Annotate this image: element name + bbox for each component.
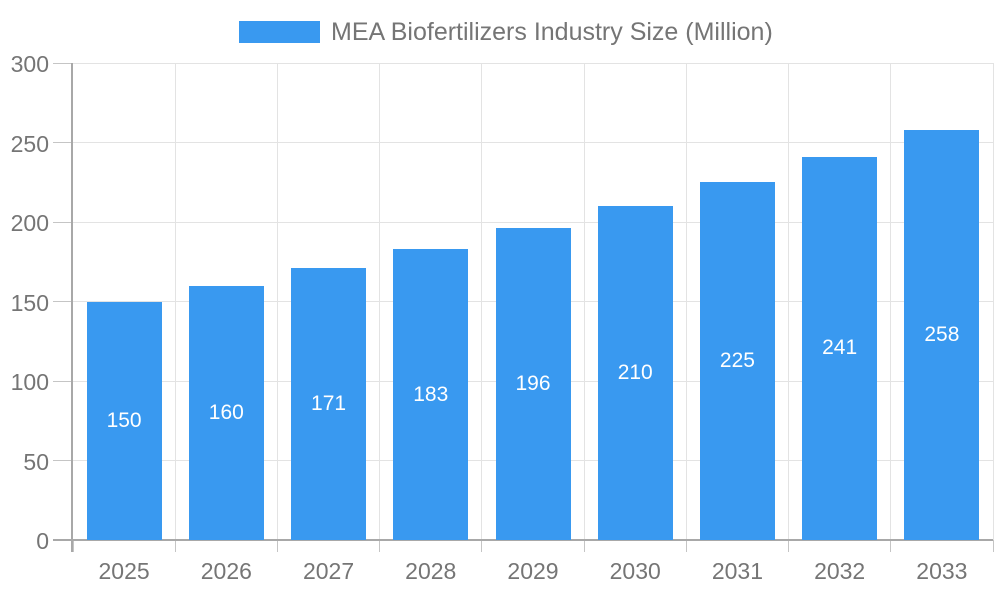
x-axis-tick [379, 540, 381, 552]
y-axis-tick [53, 142, 73, 143]
bar [904, 129, 980, 540]
bar-value-label: 210 [617, 361, 653, 385]
y-axis-tick-label: 100 [10, 369, 49, 395]
bar-value-label: 196 [515, 372, 551, 396]
x-axis-tick [890, 540, 892, 552]
x-axis-label: 2032 [814, 558, 866, 584]
bar-value-label: 160 [208, 400, 244, 424]
gridline-vertical [379, 63, 381, 540]
gridline-horizontal [73, 142, 993, 143]
gridline-vertical [685, 63, 687, 540]
x-axis-label: 2028 [405, 558, 457, 584]
bar [393, 249, 469, 540]
bar [86, 301, 162, 540]
bar-value-label: 225 [719, 349, 755, 373]
bar-value-label: 258 [924, 322, 960, 346]
y-axis-tick-label: 300 [10, 51, 49, 77]
bar [699, 182, 775, 540]
bar [802, 156, 878, 540]
gridline-vertical [481, 63, 483, 540]
y-axis-tick-label: 50 [23, 448, 49, 475]
bar-value-label: 241 [822, 336, 858, 360]
y-axis-tick [53, 460, 73, 461]
gridline-vertical [992, 63, 994, 540]
x-axis-tick [72, 540, 74, 552]
gridline-horizontal [73, 221, 993, 223]
x-axis-tick [276, 540, 278, 552]
gridline-horizontal [73, 62, 993, 64]
y-axis-tick [53, 62, 73, 64]
gridline-vertical [276, 63, 278, 540]
x-axis-line [53, 539, 993, 541]
y-axis-tick [53, 221, 73, 223]
bar-value-label: 183 [413, 382, 449, 406]
y-axis-tick-label: 0 [36, 528, 49, 554]
gridline-vertical [174, 63, 176, 540]
legend[interactable]: MEA Biofertilizers Industry Size (Millio… [239, 19, 773, 45]
y-axis-tick [53, 301, 73, 302]
x-axis-label: 2033 [916, 558, 968, 584]
x-axis-tick [788, 540, 790, 552]
x-axis-tick [481, 540, 483, 552]
bar-value-label: 171 [311, 392, 347, 416]
bar-value-label: 150 [106, 408, 142, 432]
y-axis-tick-label: 150 [10, 289, 49, 316]
x-axis-label: 2031 [711, 558, 764, 584]
x-axis-label: 2027 [302, 558, 355, 584]
y-axis-tick-label: 200 [10, 210, 49, 236]
bar [188, 285, 264, 540]
bar [291, 268, 367, 540]
y-axis-line [71, 63, 73, 552]
gridline-vertical [788, 63, 790, 540]
x-axis-tick [685, 540, 687, 552]
x-axis-label: 2030 [609, 558, 661, 584]
bar [597, 206, 673, 540]
y-axis-tick [53, 380, 73, 382]
x-axis-tick [992, 540, 994, 552]
bar [495, 228, 571, 540]
y-axis-tick-label: 250 [10, 130, 49, 157]
x-axis-label: 2026 [200, 558, 252, 584]
legend-swatch [239, 21, 320, 43]
x-axis-label: 2025 [98, 558, 150, 584]
x-axis-label: 2029 [507, 558, 559, 584]
gridline-vertical [583, 63, 585, 540]
x-axis-tick [583, 540, 585, 552]
gridline-vertical [890, 63, 892, 540]
legend-label: MEA Biofertilizers Industry Size (Millio… [331, 18, 773, 46]
x-axis-tick [174, 540, 176, 552]
